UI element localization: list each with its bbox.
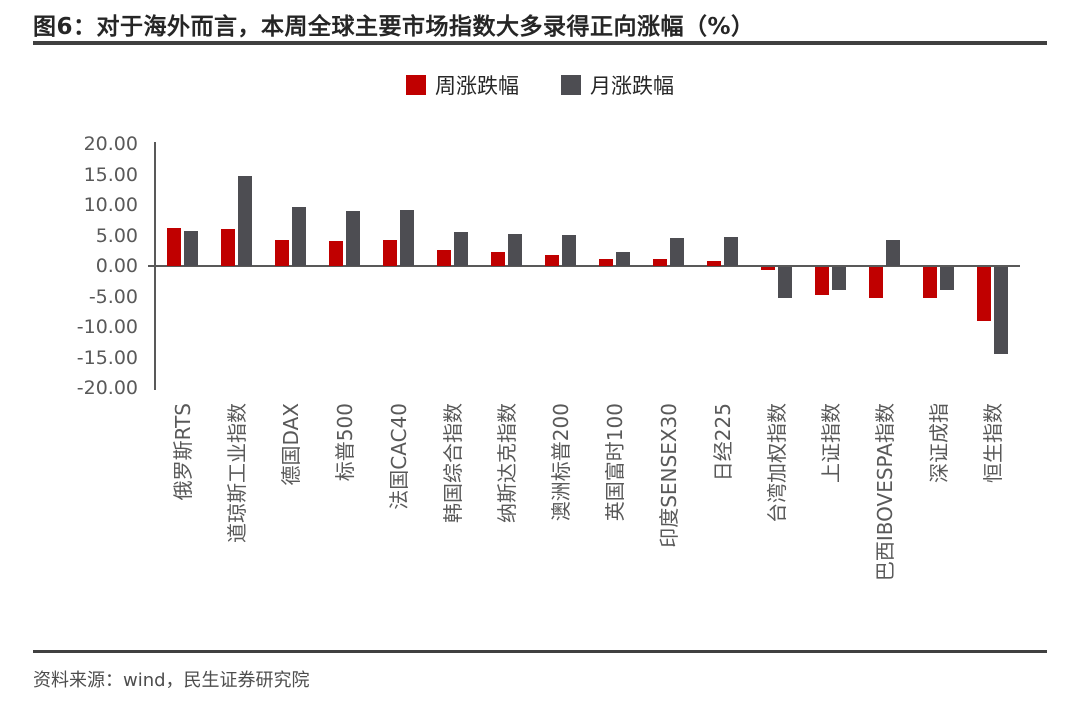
title-underline <box>33 41 1047 45</box>
week-bar-印度SENSEX30 <box>653 259 667 266</box>
y-tick-label: -5.00 <box>88 285 138 308</box>
chart-legend: 周涨跌幅 月涨跌幅 <box>0 70 1080 100</box>
month-bar-韩国综合指数 <box>454 232 468 266</box>
x-label-韩国综合指数: 韩国综合指数 <box>440 403 465 523</box>
x-label-标普500: 标普500 <box>332 403 357 482</box>
x-label-俄罗斯RTS: 俄罗斯RTS <box>170 403 195 501</box>
week-bar-标普500 <box>329 241 343 266</box>
x-label-日经225: 日经225 <box>710 403 735 482</box>
legend-swatch-week-icon <box>406 75 426 95</box>
week-bar-上证指数 <box>815 267 829 295</box>
source-note: 资料来源：wind，民生证券研究院 <box>33 670 310 691</box>
y-tick-label: -15.00 <box>76 346 138 369</box>
month-bar-恒生指数 <box>994 267 1008 354</box>
x-label-道琼斯工业指数: 道琼斯工业指数 <box>224 403 249 543</box>
month-bar-标普500 <box>346 211 360 266</box>
week-bar-纳斯达克指数 <box>491 252 505 266</box>
month-bar-巴西IBOVESPA指数 <box>886 240 900 266</box>
month-bar-印度SENSEX30 <box>670 238 684 266</box>
x-label-上证指数: 上证指数 <box>818 403 843 483</box>
x-label-纳斯达克指数: 纳斯达克指数 <box>494 403 519 523</box>
x-label-法国CAC40: 法国CAC40 <box>386 403 411 510</box>
x-label-深证成指: 深证成指 <box>926 403 951 483</box>
month-bar-德国DAX <box>292 207 306 266</box>
x-label-英国富时100: 英国富时100 <box>602 403 627 522</box>
month-bar-台湾加权指数 <box>778 267 792 298</box>
y-tick-label: -20.00 <box>76 377 138 399</box>
legend-label-week: 周涨跌幅 <box>435 74 519 98</box>
week-bar-道琼斯工业指数 <box>221 229 235 266</box>
x-label-恒生指数: 恒生指数 <box>980 403 1005 483</box>
month-bar-道琼斯工业指数 <box>238 176 252 266</box>
y-tick-label: 15.00 <box>83 163 138 186</box>
week-bar-深证成指 <box>923 267 937 298</box>
week-bar-澳洲标普200 <box>545 255 559 266</box>
legend-swatch-month-icon <box>561 75 581 95</box>
month-bar-法国CAC40 <box>400 210 414 266</box>
month-bar-深证成指 <box>940 267 954 290</box>
y-tick-label: 20.00 <box>83 133 138 155</box>
week-bar-德国DAX <box>275 240 289 266</box>
x-label-台湾加权指数: 台湾加权指数 <box>764 403 789 523</box>
y-tick-label: -10.00 <box>76 316 138 338</box>
month-bar-上证指数 <box>832 267 846 290</box>
week-bar-法国CAC40 <box>383 240 397 266</box>
figure-title: 图6：对于海外而言，本周全球主要市场指数大多录得正向涨幅（%） <box>33 14 755 40</box>
month-bar-澳洲标普200 <box>562 235 576 266</box>
month-bar-日经225 <box>724 237 738 266</box>
footer-divider <box>33 650 1047 653</box>
legend-item-week: 周涨跌幅 <box>406 70 519 100</box>
week-bar-恒生指数 <box>977 267 991 321</box>
x-label-巴西IBOVESPA指数: 巴西IBOVESPA指数 <box>872 403 897 582</box>
week-bar-韩国综合指数 <box>437 250 451 266</box>
y-tick-label: 5.00 <box>95 224 138 247</box>
legend-item-month: 月涨跌幅 <box>561 70 674 100</box>
y-tick-label: 0.00 <box>95 255 138 277</box>
x-label-德国DAX: 德国DAX <box>278 403 303 486</box>
x-label-印度SENSEX30: 印度SENSEX30 <box>656 403 681 548</box>
week-bar-英国富时100 <box>599 259 613 266</box>
y-tick-label: 10.00 <box>83 194 138 216</box>
month-bar-纳斯达克指数 <box>508 234 522 266</box>
x-label-澳洲标普200: 澳洲标普200 <box>548 403 573 522</box>
week-bar-台湾加权指数 <box>761 267 775 270</box>
legend-label-month: 月涨跌幅 <box>590 74 674 98</box>
month-bar-英国富时100 <box>616 252 630 266</box>
zero-line <box>148 265 1020 267</box>
week-bar-巴西IBOVESPA指数 <box>869 267 883 298</box>
month-bar-俄罗斯RTS <box>184 231 198 266</box>
week-bar-俄罗斯RTS <box>167 228 181 266</box>
week-bar-日经225 <box>707 261 721 266</box>
